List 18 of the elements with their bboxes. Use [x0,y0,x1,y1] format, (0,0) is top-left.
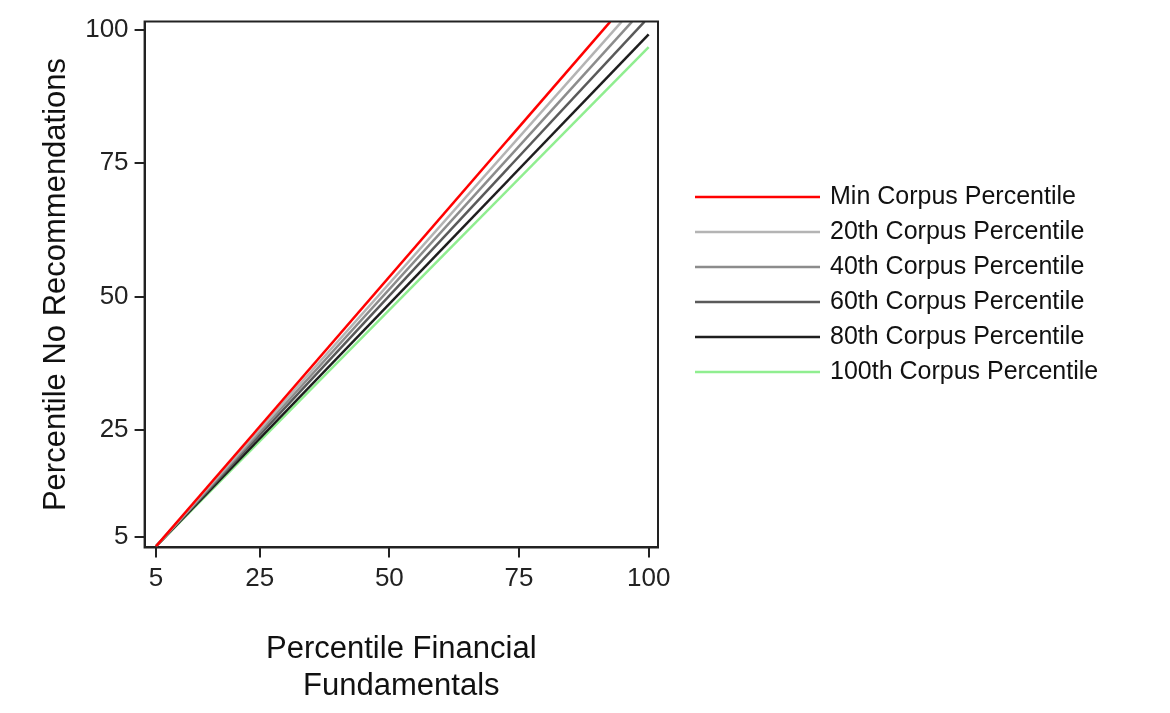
x-tick-label: 100 [626,562,671,593]
legend-label: Min Corpus Percentile [830,180,1076,209]
y-tick-label: 25 [99,413,129,444]
legend-label: 100th Corpus Percentile [830,355,1099,384]
legend-label: 20th Corpus Percentile [830,215,1085,244]
y-tick-label: 5 [114,519,129,550]
legend-label: 40th Corpus Percentile [830,250,1085,279]
x-tick-label: 50 [374,562,404,593]
x-tick-label: 75 [504,562,534,593]
legend-label: 60th Corpus Percentile [830,285,1085,314]
y-tick-label: 75 [99,146,129,177]
y-tick-label: 50 [99,279,129,310]
x-tick-label: 25 [245,562,275,593]
y-tick-label: 100 [85,12,129,43]
x-axis-title: Percentile Financial Fundamentals [266,629,537,702]
y-axis-title: Percentile No Recommendations [37,57,73,512]
legend-label: 80th Corpus Percentile [830,320,1085,349]
x-tick-label: 5 [148,562,164,593]
